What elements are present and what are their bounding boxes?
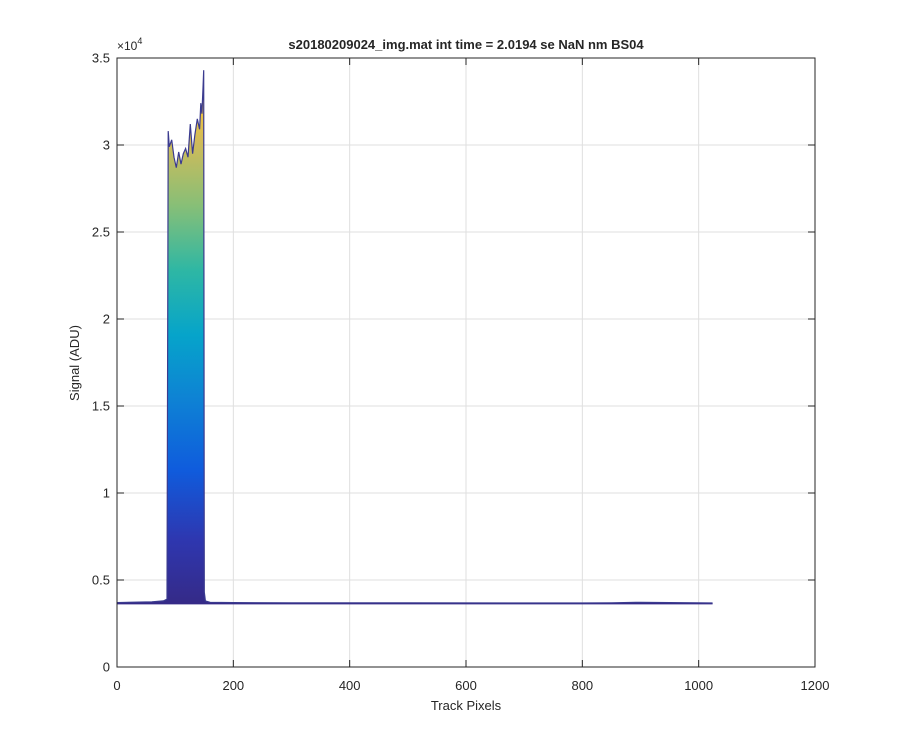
x-tick-label: 400 — [339, 678, 361, 693]
y-tick-label: 0.5 — [92, 573, 110, 588]
x-tick-label: 800 — [571, 678, 593, 693]
y-tick-label: 2 — [103, 312, 110, 327]
x-tick-label: 0 — [113, 678, 120, 693]
chart-title: s20180209024_img.mat int time = 2.0194 s… — [288, 37, 644, 52]
x-tick-label: 600 — [455, 678, 477, 693]
x-axis-label: Track Pixels — [431, 698, 502, 713]
signal-line — [116, 70, 713, 604]
y-tick-label: 1.5 — [92, 399, 110, 414]
y-tick-label: 3.5 — [92, 51, 110, 66]
y-tick-label: 2.5 — [92, 225, 110, 240]
y-tick-label: 1 — [103, 486, 110, 501]
data-layer — [116, 70, 713, 605]
x-tick-label: 1200 — [801, 678, 830, 693]
axes-layer: 0 200 400 600 800 1000 1200 0 0.5 1 1.5 2 2.5 3 3.5 — [92, 51, 830, 694]
x-tick-label: 1000 — [684, 678, 713, 693]
x-tick-label: 200 — [222, 678, 244, 693]
y-exponent-power: 4 — [137, 36, 142, 46]
y-exponent-label: ×104 — [117, 36, 142, 53]
y-tick-label: 3 — [103, 138, 110, 153]
grid-layer — [117, 58, 815, 667]
y-axis-label: Signal (ADU) — [67, 325, 82, 401]
y-exponent-base: ×10 — [117, 39, 138, 53]
y-tick-label: 0 — [103, 660, 110, 675]
signal-area — [117, 70, 713, 605]
